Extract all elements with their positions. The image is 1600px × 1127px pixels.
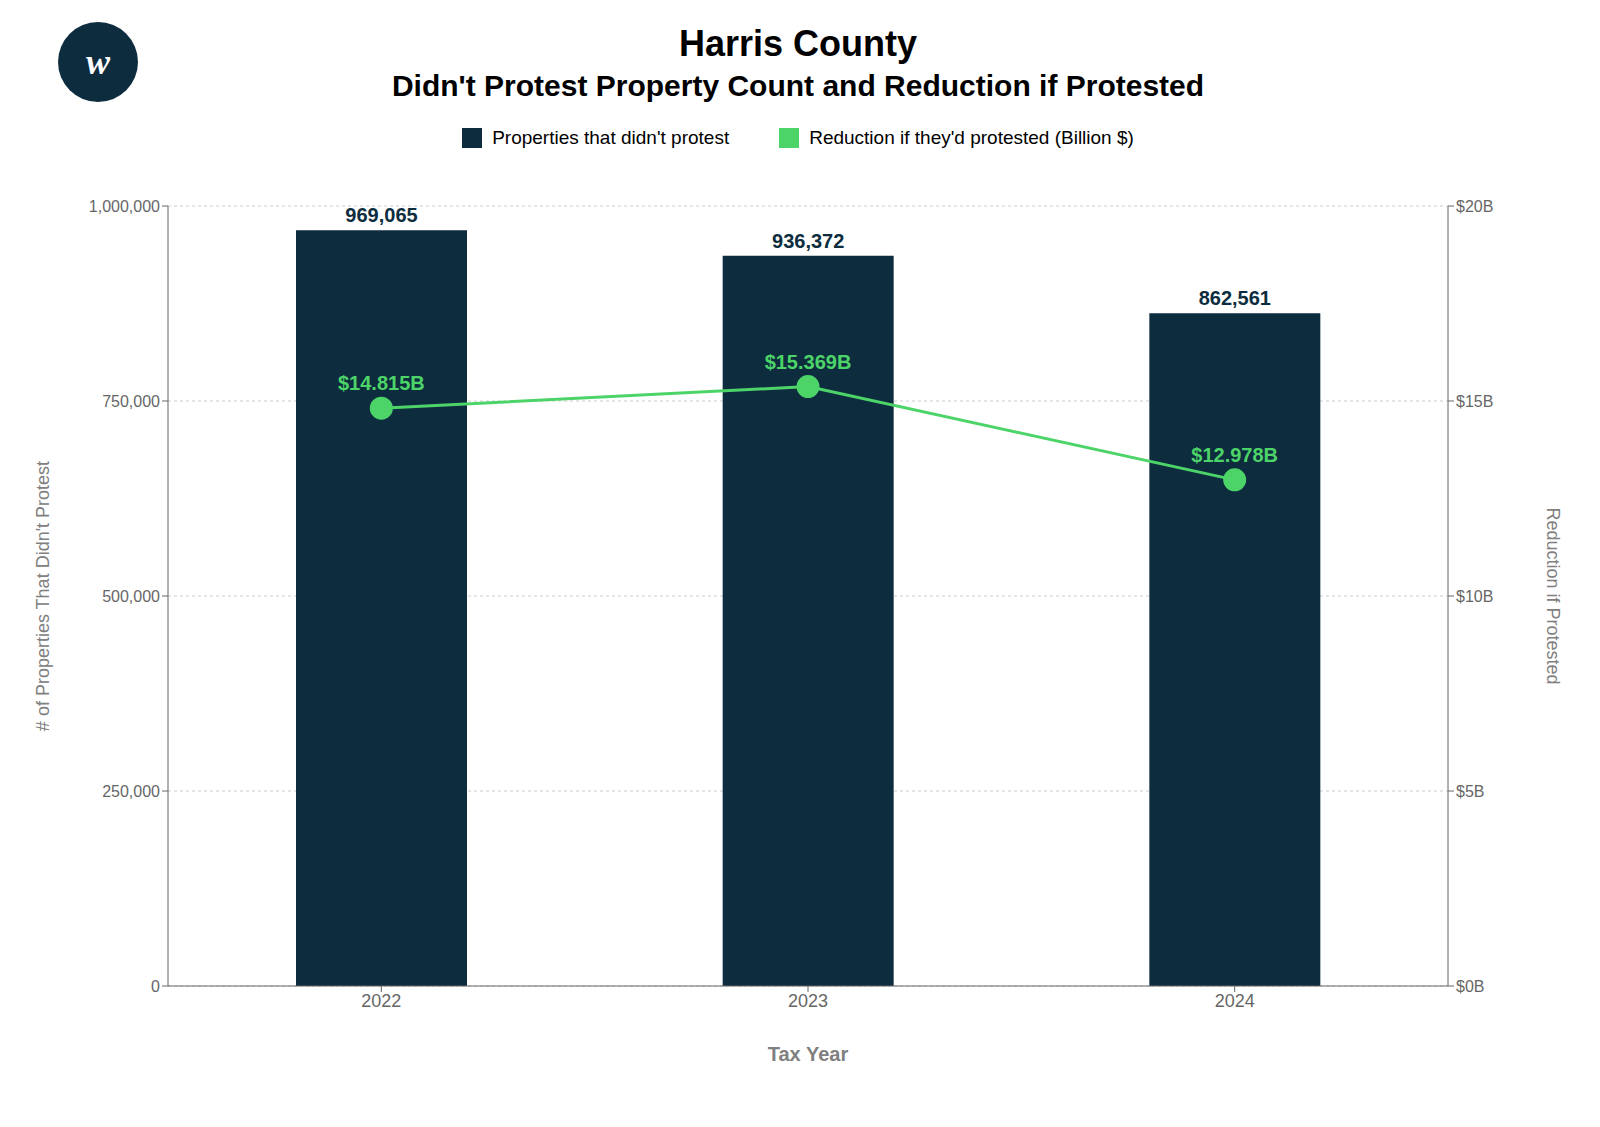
svg-text:2024: 2024 bbox=[1215, 991, 1255, 1011]
svg-text:862,561: 862,561 bbox=[1199, 287, 1271, 309]
svg-text:2022: 2022 bbox=[361, 991, 401, 1011]
svg-text:2023: 2023 bbox=[788, 991, 828, 1011]
svg-text:969,065: 969,065 bbox=[345, 204, 417, 226]
svg-text:$14.815B: $14.815B bbox=[338, 372, 425, 394]
svg-text:Tax Year: Tax Year bbox=[768, 1043, 849, 1065]
svg-text:# of Properties That Didn't Pr: # of Properties That Didn't Protest bbox=[33, 461, 53, 731]
svg-text:$12.978B: $12.978B bbox=[1191, 444, 1278, 466]
html-text:Properties that didn't protest: Properties that didn't protest bbox=[492, 127, 730, 148]
svg-text:500,000: 500,000 bbox=[102, 588, 160, 605]
html-text:Harris County: Harris County bbox=[679, 23, 917, 64]
svg-text:750,000: 750,000 bbox=[102, 393, 160, 410]
svg-text:$15.369B: $15.369B bbox=[765, 351, 852, 373]
svg-text:$20B: $20B bbox=[1456, 198, 1493, 215]
html-text:Didn't Protest Property Count: Didn't Protest Property Count and Reduct… bbox=[391, 69, 1205, 102]
html-text:w: w bbox=[86, 42, 110, 82]
svg-text:Reduction if Protested: Reduction if Protested bbox=[1543, 507, 1563, 684]
svg-text:$15B: $15B bbox=[1456, 393, 1493, 410]
svg-text:1,000,000: 1,000,000 bbox=[89, 198, 160, 215]
svg-text:936,372: 936,372 bbox=[772, 230, 844, 252]
svg-text:$5B: $5B bbox=[1456, 783, 1484, 800]
svg-text:0: 0 bbox=[151, 978, 160, 995]
svg-text:$10B: $10B bbox=[1456, 588, 1493, 605]
html-text:Reduction if they'd protested: Reduction if they'd protested (Billion $… bbox=[809, 127, 1134, 148]
svg-text:250,000: 250,000 bbox=[102, 783, 160, 800]
svg-text:$0B: $0B bbox=[1456, 978, 1484, 995]
